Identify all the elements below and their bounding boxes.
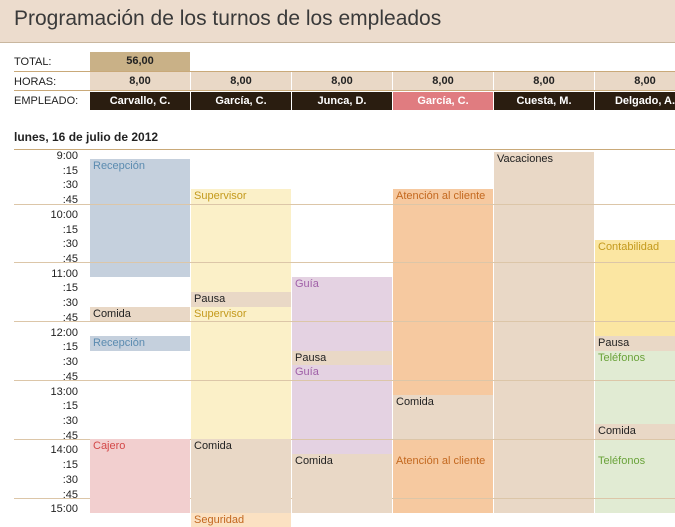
shift-cell[interactable]: Pausa [595,336,675,351]
time-label: :15 [62,341,78,354]
time-label: :45 [62,370,78,383]
employee-hours[interactable]: 8,00 [292,72,392,90]
time-label: :15 [62,223,78,236]
employee-hours[interactable]: 8,00 [393,72,493,90]
header-divider [14,90,675,91]
time-label: :30 [62,414,78,427]
shift-block [595,240,675,336]
time-label: 13:00 [50,385,78,398]
employee-name[interactable]: Delgado, A. [595,92,675,110]
time-label: :45 [62,194,78,207]
hour-gridline [14,439,675,441]
shift-cell[interactable]: Guía [292,277,392,292]
employee-name[interactable]: García, C. [191,92,291,110]
shift-cell[interactable]: Comida [191,439,291,513]
employee-hours[interactable]: 8,00 [595,72,675,90]
shift-cell[interactable]: Cajero [90,439,190,513]
hour-gridline [14,203,675,205]
employee-name[interactable]: Cuesta, M. [494,92,594,110]
shift-cell[interactable]: Atención al cliente [393,453,493,469]
time-label: :15 [62,164,78,177]
employee-name[interactable]: García, C. [393,92,493,110]
shift-cell[interactable]: Atención al cliente [393,188,493,204]
time-label: 9:00 [56,150,78,162]
shift-cell[interactable]: Comida [292,453,392,513]
time-label: :15 [62,459,78,472]
shift-cell[interactable]: Teléfonos [595,350,675,366]
time-label: :15 [62,282,78,295]
time-label: :30 [62,473,78,486]
time-label: :45 [62,253,78,266]
shift-cell[interactable]: Supervisor [191,188,291,204]
time-label: :30 [62,179,78,192]
date-divider [14,149,675,150]
shift-cell[interactable]: Supervisor [191,306,291,322]
employee-label: EMPLEADO: [14,95,79,107]
time-label: 15:00 [50,503,78,516]
shift-cell[interactable]: Teléfonos [595,453,675,469]
shift-cell[interactable]: Contabilidad [595,240,675,256]
shift-cell[interactable]: Pausa [191,291,291,307]
schedule-date: lunes, 16 de julio de 2012 [14,130,159,144]
time-label: :30 [62,356,78,369]
shift-cell[interactable]: Vacaciones [494,152,594,167]
hour-gridline [14,321,675,323]
shift-block [494,152,594,513]
time-label: :30 [62,297,78,310]
title-bar: Programación de los turnos de los emplea… [0,0,675,43]
shift-cell[interactable]: Recepción [90,159,190,175]
page-title: Programación de los turnos de los emplea… [14,7,442,30]
total-hours-value[interactable]: 56,00 [90,52,190,71]
employee-name[interactable]: Carvallo, C. [90,92,190,110]
header-divider [14,71,675,72]
shift-cell[interactable]: Comida [393,394,493,440]
employee-hours[interactable]: 8,00 [494,72,594,90]
time-label: :15 [62,400,78,413]
time-label: :45 [62,311,78,324]
time-label: 14:00 [50,444,78,457]
shift-cell[interactable]: Recepción [90,336,190,351]
total-label: TOTAL: [14,56,52,68]
time-label: 11:00 [51,267,78,280]
hours-label: HORAS: [14,76,57,88]
shift-cell[interactable]: Guía [292,365,392,381]
employee-hours[interactable]: 8,00 [191,72,291,90]
time-label: 12:00 [50,326,78,339]
time-label: :45 [62,488,78,501]
employee-hours[interactable]: 8,00 [90,72,190,90]
time-label: :45 [62,429,78,442]
shift-cell[interactable]: Pausa [292,350,392,366]
employee-name[interactable]: Junca, D. [292,92,392,110]
shift-block [90,159,190,278]
shift-cell[interactable]: Comida [595,424,675,440]
hour-gridline [14,262,675,264]
time-label: 10:00 [50,208,78,221]
hour-gridline [14,380,675,382]
shift-cell[interactable]: Comida [90,306,190,322]
time-label: :30 [62,238,78,251]
